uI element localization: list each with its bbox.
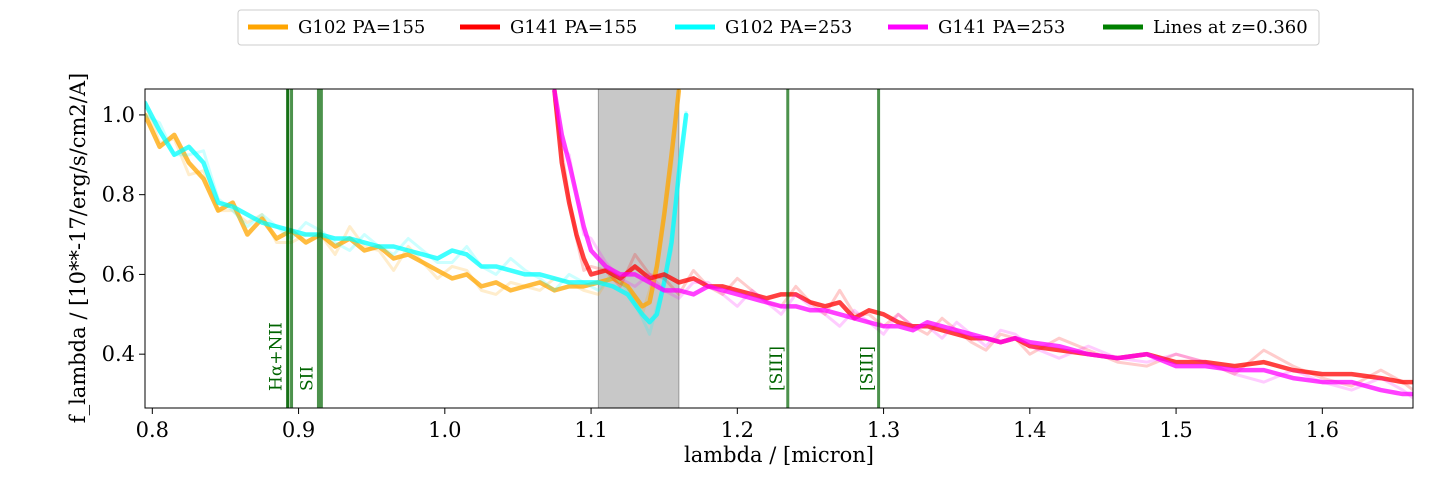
emission-line-label-1: Hα+NII (267, 322, 287, 391)
legend-label-4: G141 PA=253 (938, 17, 1065, 38)
x-axis-label: lambda / [micron] (684, 443, 874, 467)
series-line-4 (552, 89, 1413, 397)
series-line-3 (552, 89, 1413, 385)
series-line-1 (145, 89, 682, 309)
y-tick-label: 0.6 (102, 262, 135, 286)
emission-line-label-4: [SIII] (858, 346, 878, 391)
x-tick-label: 1.1 (574, 418, 607, 442)
y-tick-label: 1.0 (102, 103, 135, 127)
series-line-2 (145, 100, 689, 325)
plot-content (145, 89, 1413, 408)
y-axis-label: f_lambda / [10**-17/erg/s/cm2/A] (66, 73, 90, 423)
x-tick-label: 1.5 (1159, 418, 1192, 442)
x-tick-label: 1.4 (1013, 418, 1046, 442)
x-tick-label: 1.0 (428, 418, 461, 442)
emission-line-label-2: SII (297, 366, 317, 391)
legend-label-3: G102 PA=253 (725, 17, 852, 38)
y-tick-label: 0.8 (102, 183, 135, 207)
x-tick-label: 1.6 (1306, 418, 1339, 442)
legend-label-1: G102 PA=155 (298, 17, 425, 38)
x-axis: 0.8 0.9 1.0 1.1 1.2 1.3 1.4 1.5 1.6 (136, 408, 1339, 442)
series-raw-4 (553, 94, 1413, 400)
masked-region (597, 89, 680, 408)
x-tick-label: 0.9 (282, 418, 315, 442)
x-tick-label: 1.2 (721, 418, 754, 442)
y-axis: 0.4 0.6 0.8 1.0 (102, 103, 145, 366)
plot-frame (144, 88, 1414, 409)
legend-box (237, 9, 1320, 46)
legend-label-2: G141 PA=155 (510, 17, 637, 38)
x-tick-label: 1.3 (867, 418, 900, 442)
legend: G102 PA=155 G141 PA=155 G102 PA=253 G141 PA… (237, 9, 1320, 46)
plot-area: Hα+NII SII [SIII] [SIII] (145, 89, 1413, 408)
y-tick-label: 0.4 (102, 342, 135, 366)
emission-line-label-3: [SIII] (767, 346, 787, 391)
legend-label-5: Lines at z=0.360 (1153, 17, 1308, 38)
x-tick-label: 0.8 (136, 418, 169, 442)
